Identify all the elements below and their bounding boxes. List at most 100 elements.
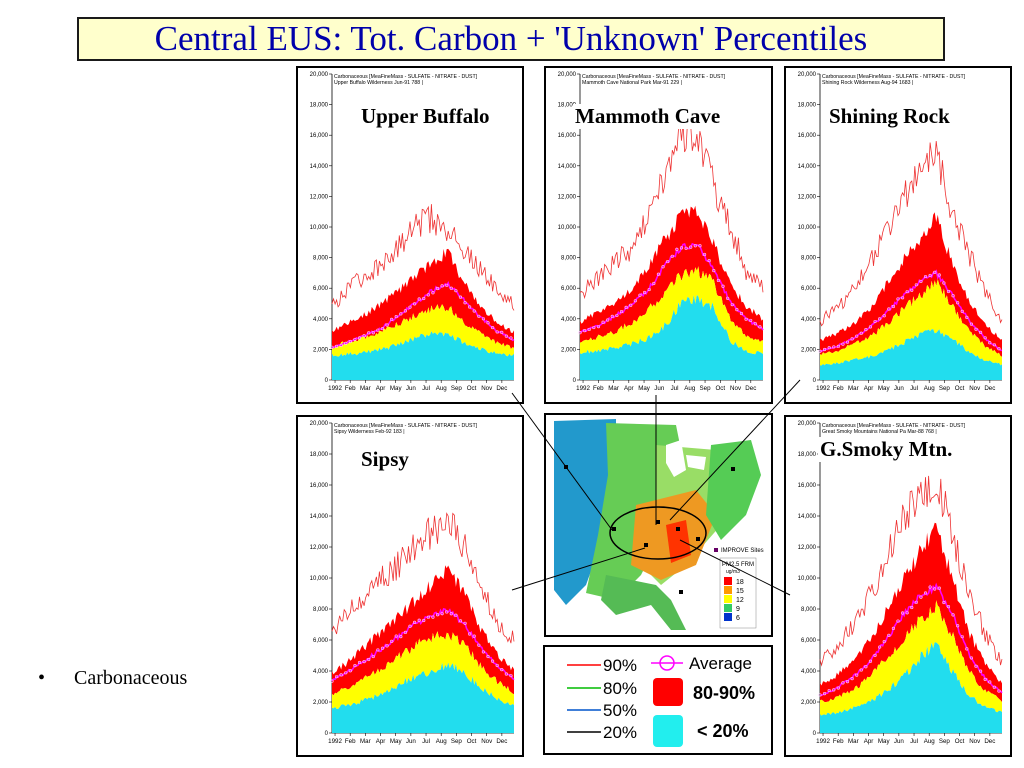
average-marker: [910, 605, 914, 610]
average-marker: [449, 612, 453, 616]
average-marker: [399, 312, 403, 316]
average-marker: [339, 343, 343, 347]
average-marker: [490, 659, 495, 663]
x-tick-label: Aug: [924, 738, 936, 745]
average-marker: [845, 680, 850, 684]
average-marker: [914, 283, 918, 287]
average-marker: [642, 290, 647, 295]
average-marker: [357, 336, 362, 340]
y-tick-label: 20,000: [310, 72, 329, 78]
x-tick-label: Nov: [730, 385, 742, 392]
average-marker: [509, 674, 513, 678]
x-tick-label: Feb: [345, 385, 356, 392]
average-marker: [716, 278, 721, 283]
average-marker: [412, 620, 417, 624]
average-marker: [712, 268, 716, 273]
y-tick-label: 20,000: [558, 72, 577, 78]
line-90: [331, 512, 515, 644]
average-marker: [937, 273, 941, 277]
chart-panel-sipsy: Carbonaceous [MeaFineMass - SULFATE - NI…: [296, 415, 524, 757]
chart-header-line2: Great Smoky Mountains National Pa Mar-88…: [822, 429, 937, 435]
average-marker: [827, 688, 831, 693]
legend-80: 80%: [603, 679, 637, 698]
line-average: [331, 607, 515, 682]
map-legend-value: 18: [736, 579, 744, 586]
average-marker: [390, 317, 394, 321]
x-tick-label: Feb: [593, 385, 604, 392]
average-marker: [946, 289, 951, 294]
band-80-90: [820, 522, 1002, 703]
average-marker: [702, 252, 707, 257]
x-tick-label: Nov: [969, 385, 981, 392]
average-marker: [334, 675, 339, 679]
band-20-80: [580, 266, 763, 355]
average-marker: [362, 660, 366, 664]
average-marker: [900, 296, 905, 300]
band-lt20: [820, 329, 1002, 380]
average-marker: [956, 624, 960, 628]
x-tick-label: May: [638, 385, 651, 392]
y-tick-label: 10,000: [558, 225, 577, 231]
line-90: [331, 204, 515, 311]
x-tick-label: 1992: [576, 385, 590, 392]
average-marker: [371, 654, 375, 659]
legend-20: 20%: [603, 723, 637, 742]
average-marker: [380, 646, 385, 650]
bullet-dot-icon: •: [38, 667, 46, 689]
average-marker: [362, 334, 366, 338]
x-tick-label: Feb: [833, 738, 844, 745]
average-marker: [624, 305, 628, 309]
average-marker: [836, 686, 840, 690]
average-marker: [367, 657, 371, 662]
band-lt20: [332, 331, 514, 380]
chart-header-line1: Carbonaceous [MeaFineMass - SULFATE - NI…: [582, 74, 726, 80]
average-marker: [965, 647, 969, 651]
average-marker: [698, 244, 702, 248]
average-marker: [403, 630, 408, 634]
average-marker: [422, 618, 426, 623]
y-tick-label: 20,000: [310, 421, 329, 427]
map-legend-value: 12: [736, 597, 744, 604]
average-marker: [509, 336, 513, 340]
y-tick-label: 8,000: [313, 256, 329, 262]
x-tick-label: Aug: [436, 738, 448, 745]
chart-header-line1: Carbonaceous [MeaFineMass - SULFATE - NI…: [334, 423, 478, 429]
average-marker: [422, 296, 426, 301]
slide-title: Central EUS: Tot. Carbon + 'Unknown' Per…: [77, 17, 945, 61]
y-tick-label: 18,000: [310, 452, 329, 458]
chart-upper-buffalo: Carbonaceous [MeaFineMass - SULFATE - NI…: [310, 72, 515, 392]
y-tick-label: 14,000: [310, 164, 329, 170]
y-tick-label: 18,000: [310, 103, 329, 109]
average-marker: [919, 279, 923, 284]
average-marker: [951, 294, 955, 298]
average-marker: [376, 648, 380, 652]
y-tick-label: 14,000: [798, 164, 817, 170]
x-tick-label: Jul: [910, 385, 918, 392]
average-marker: [408, 624, 412, 628]
average-marker: [583, 329, 587, 333]
average-marker: [606, 318, 610, 322]
line-90: [819, 140, 1003, 327]
average-marker: [969, 322, 974, 326]
average-marker: [997, 347, 1001, 351]
average-marker: [417, 618, 421, 622]
average-marker: [399, 635, 403, 639]
average-marker: [937, 586, 941, 590]
average-marker: [988, 680, 992, 684]
x-tick-label: Jun: [406, 738, 417, 745]
average-marker: [390, 639, 394, 643]
map-legend-value: 6: [736, 615, 740, 622]
average-marker: [914, 600, 918, 604]
average-marker: [735, 308, 739, 312]
average-marker: [855, 334, 859, 338]
average-marker: [827, 346, 831, 350]
y-tick-label: 16,000: [310, 133, 329, 139]
average-marker: [619, 310, 624, 314]
average-marker: [978, 669, 983, 673]
x-tick-label: Nov: [481, 385, 493, 392]
x-tick-label: Mar: [360, 385, 371, 392]
map-legend-value: 9: [736, 606, 740, 613]
average-marker: [974, 664, 978, 668]
average-marker: [841, 342, 845, 346]
average-marker: [647, 287, 651, 292]
